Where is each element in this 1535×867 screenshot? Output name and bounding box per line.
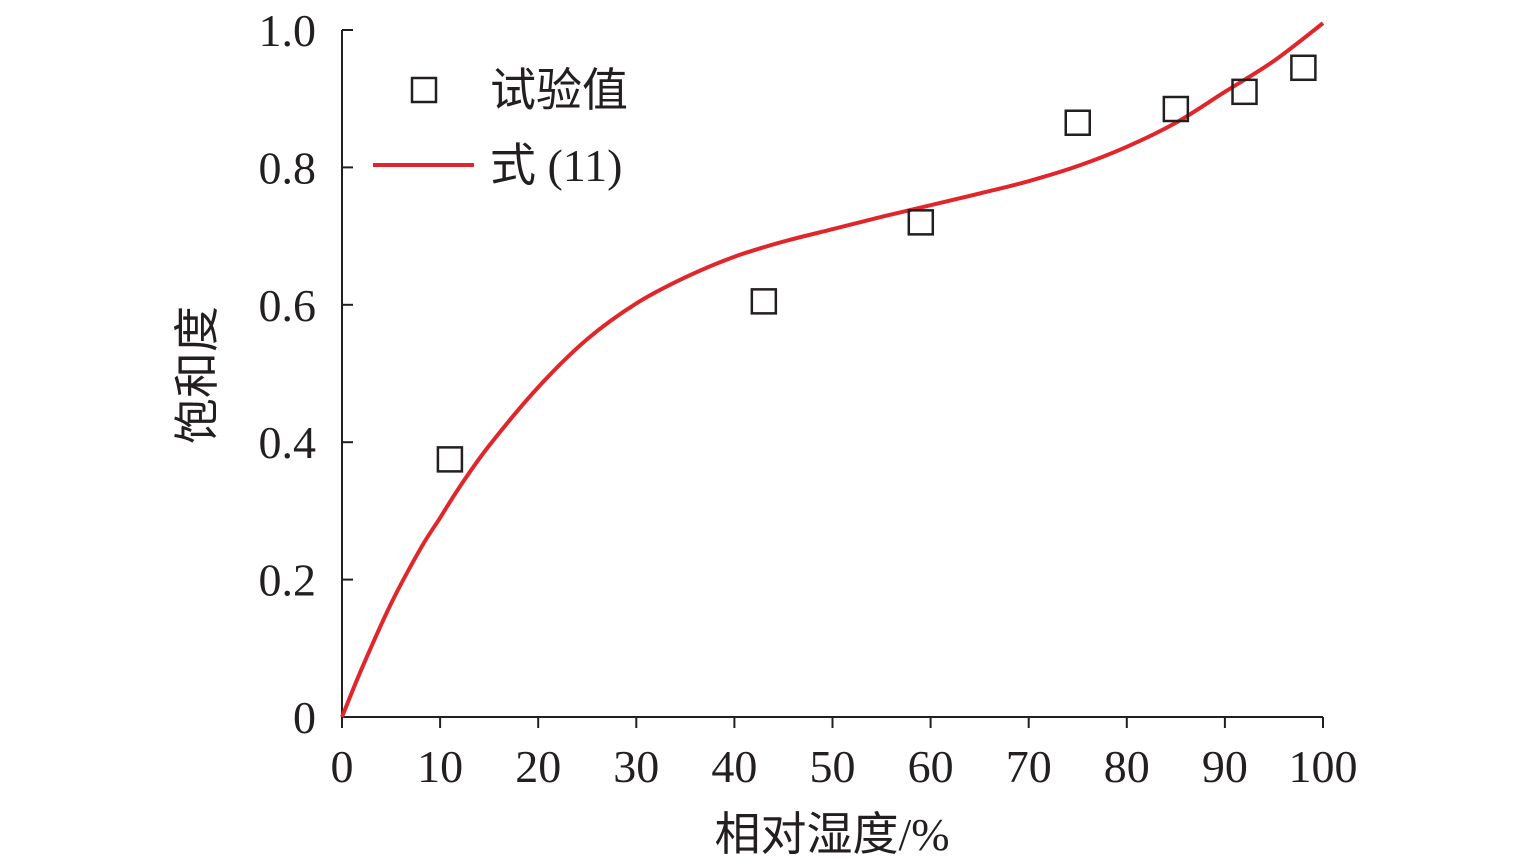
fit-curve-line	[340, 21, 1325, 718]
series-layer	[340, 21, 1325, 718]
legend-label-equation: 式 (11)	[490, 140, 622, 191]
data-point	[1162, 95, 1190, 123]
x-tick-label: 90	[1202, 741, 1248, 792]
x-tick-label: 100	[1289, 741, 1358, 792]
data-point	[1064, 109, 1091, 136]
y-tick-label: 0.4	[259, 417, 317, 468]
y-tick-label: 1.0	[259, 5, 317, 56]
x-tick-label: 20	[515, 741, 561, 792]
y-tick-label: 0.6	[259, 280, 317, 331]
data-point	[436, 446, 464, 473]
x-tick-label: 0	[331, 741, 354, 792]
legend-label-test-values: 试验值	[490, 65, 628, 116]
data-point	[1231, 78, 1258, 106]
data-point	[907, 209, 935, 236]
y-tick-label: 0.8	[259, 142, 317, 193]
axes	[341, 30, 1323, 718]
y-axis-label: 饱和度	[172, 306, 223, 444]
y-tick-label: 0.2	[259, 555, 317, 606]
ticks: 0 10 20 30 40 50 60 70 80 90 100 0 0.2 0.4 0.6 0.8 1.0	[259, 5, 1358, 792]
legend-marker-square	[410, 76, 438, 104]
x-axis-label: 相对湿度/%	[714, 809, 949, 860]
x-tick-label: 70	[1006, 741, 1052, 792]
data-point	[1290, 54, 1317, 82]
x-tick-label: 40	[711, 741, 757, 792]
x-tick-label: 80	[1104, 741, 1150, 792]
y-tick-label: 0	[293, 692, 316, 743]
data-point	[750, 288, 778, 315]
x-tick-label: 30	[613, 741, 659, 792]
x-tick-label: 50	[810, 741, 856, 792]
x-tick-label: 10	[417, 741, 463, 792]
x-tick-label: 60	[908, 741, 954, 792]
